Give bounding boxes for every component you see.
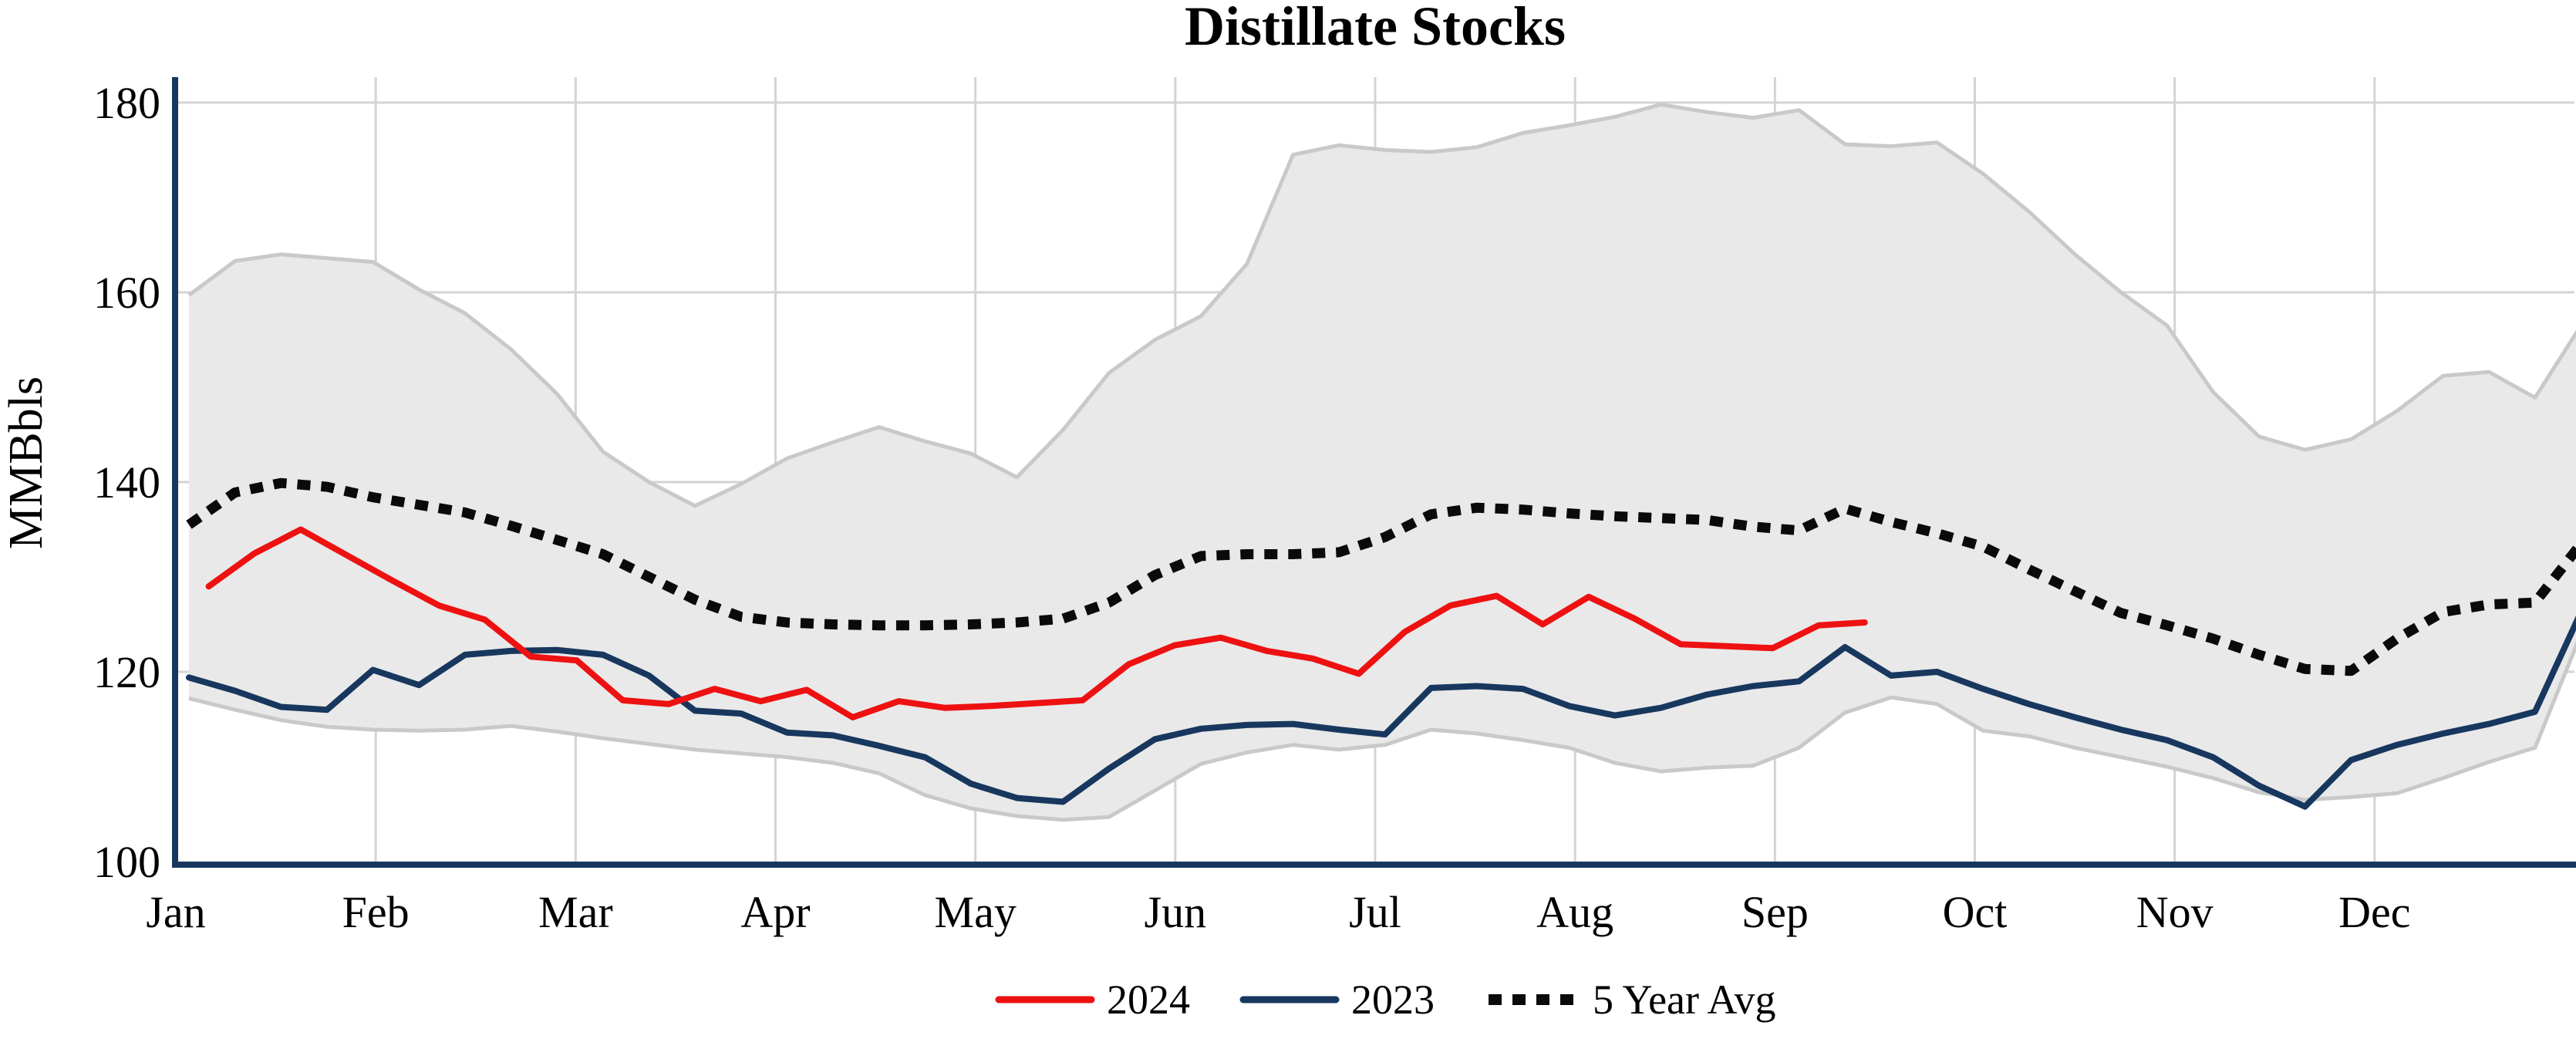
x-tick-label: Oct bbox=[1943, 887, 2008, 937]
x-tick-label: Sep bbox=[1741, 887, 1809, 937]
x-tick-label: Jan bbox=[146, 887, 205, 937]
series-lines bbox=[186, 477, 2576, 810]
y-tick-label: 140 bbox=[93, 457, 160, 508]
x-tick-label: Jun bbox=[1145, 887, 1207, 937]
series-2023-line bbox=[186, 616, 2576, 810]
x-tick-label: Mar bbox=[538, 887, 613, 937]
x-tick-label: Jul bbox=[1349, 887, 1401, 937]
x-tick-label: May bbox=[935, 887, 1017, 937]
y-tick-label: 180 bbox=[93, 78, 160, 128]
series-5-year-avg-line bbox=[186, 477, 2576, 676]
x-tick-label: Apr bbox=[740, 887, 810, 937]
y-tick-label: 120 bbox=[93, 647, 160, 697]
five-year-range-lower-edge bbox=[188, 641, 2576, 822]
legend: 2024 2023 5 Year Avg bbox=[995, 976, 1776, 1023]
x-tick-label: Aug bbox=[1536, 887, 1613, 937]
x-tick-label: Feb bbox=[342, 887, 410, 937]
five-year-range-fill bbox=[189, 104, 2576, 820]
legend-item-5-year-avg: 5 Year Avg bbox=[1489, 976, 1776, 1023]
legend-item-2023: 2023 bbox=[1239, 976, 1435, 1023]
legend-label-5-year-avg: 5 Year Avg bbox=[1593, 976, 1776, 1023]
y-tick-label: 160 bbox=[93, 268, 160, 318]
legend-label-2024: 2024 bbox=[1107, 976, 1190, 1023]
x-tick-labels: Jan Feb Mar Apr May Jun Jul Aug Sep Oct Nov Dec bbox=[146, 887, 2410, 937]
y-tick-label: 100 bbox=[93, 837, 160, 887]
axis-spines bbox=[172, 77, 2576, 868]
legend-label-2023: 2023 bbox=[1351, 976, 1435, 1023]
five-year-range-upper-edge bbox=[187, 103, 2576, 508]
chart-title: Distillate Stocks bbox=[1185, 0, 1566, 57]
y-axis-label: MMBbls bbox=[0, 376, 52, 549]
series-2024-line bbox=[205, 526, 1868, 720]
x-tick-label: Nov bbox=[2136, 887, 2214, 937]
x-tick-label: Dec bbox=[2338, 887, 2410, 937]
legend-item-2024: 2024 bbox=[995, 976, 1190, 1023]
y-tick-labels: 100 120 140 160 180 bbox=[93, 78, 160, 887]
five-year-range-band bbox=[187, 103, 2576, 822]
